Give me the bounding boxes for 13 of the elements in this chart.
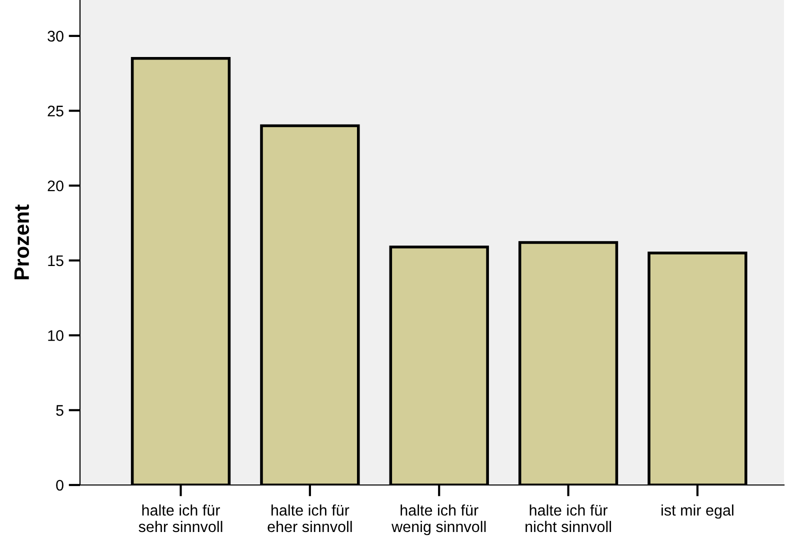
y-tick-label: 25 [48, 106, 64, 116]
y-tick-label: 0 [56, 480, 64, 491]
x-tick-label: halte ich für nicht sinnvoll [526, 504, 611, 532]
x-tick-label: halte ich für wenig sinnvoll [392, 504, 486, 536]
x-tick-label: halte ich für sehr sinnvoll [138, 504, 222, 532]
y-tick-label: 5 [56, 405, 64, 416]
x-tick-label: ist mir egal [662, 504, 734, 519]
y-tick-label: 15 [48, 255, 64, 266]
y-axis-title: Prozent [14, 204, 30, 280]
y-tick-label: 20 [48, 180, 64, 192]
y-tick-label: 10 [48, 330, 64, 341]
x-tick-label: halte ich für eher sinnvoll [268, 504, 352, 532]
y-tick-label: 30 [48, 30, 64, 42]
